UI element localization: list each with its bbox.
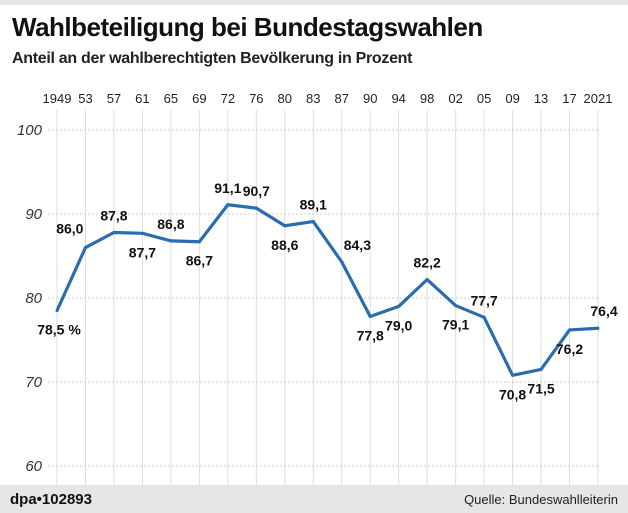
y-tick-label: 60 xyxy=(25,458,42,475)
x-tick-label: 80 xyxy=(278,91,292,106)
data-point xyxy=(596,326,600,330)
y-tick-label: 70 xyxy=(25,374,42,391)
data-point xyxy=(568,328,572,332)
data-point xyxy=(539,367,543,371)
data-point xyxy=(511,373,515,377)
data-label: 89,1 xyxy=(300,197,327,213)
data-label: 87,7 xyxy=(129,244,156,260)
data-label: 79,1 xyxy=(442,317,469,333)
x-tick-label: 02 xyxy=(448,91,462,106)
data-point xyxy=(425,278,429,282)
x-tick-label: 53 xyxy=(78,91,92,106)
data-point xyxy=(55,309,59,313)
x-tick-label: 65 xyxy=(164,91,178,106)
x-tick-label: 57 xyxy=(107,91,121,106)
x-tick-label: 09 xyxy=(505,91,519,106)
x-tick-label: 05 xyxy=(477,91,491,106)
x-tick-label: 87 xyxy=(335,91,349,106)
data-label: 86,8 xyxy=(157,216,184,232)
data-label: 77,8 xyxy=(357,327,384,343)
data-label: 91,1 xyxy=(214,180,241,196)
data-point xyxy=(283,224,287,228)
x-tick-label: 94 xyxy=(391,91,405,106)
x-tick-label: 72 xyxy=(221,91,235,106)
data-point xyxy=(169,239,173,243)
data-point xyxy=(397,304,401,308)
data-point xyxy=(226,203,230,207)
data-label: 86,0 xyxy=(56,221,83,237)
data-point xyxy=(368,314,372,318)
data-point xyxy=(340,260,344,264)
data-label: 86,7 xyxy=(186,253,213,269)
data-label: 88,6 xyxy=(271,237,298,253)
data-point xyxy=(482,315,486,319)
x-tick-label: 76 xyxy=(249,91,263,106)
source: Quelle: Bundeswahlleiterin xyxy=(464,492,618,507)
data-label: 76,4 xyxy=(590,303,617,319)
data-point xyxy=(454,304,458,308)
y-tick-label: 80 xyxy=(25,290,42,307)
x-tick-label: 1949 xyxy=(43,91,72,106)
x-tick-label: 90 xyxy=(363,91,377,106)
data-point xyxy=(112,230,116,234)
data-label: 87,8 xyxy=(100,207,127,223)
data-point xyxy=(197,240,201,244)
footer: dpa•102893 Quelle: Bundeswahlleiterin xyxy=(0,485,628,513)
x-tick-label: 61 xyxy=(135,91,149,106)
credit: dpa•102893 xyxy=(10,491,92,508)
chart-subtitle: Anteil an der wahlberechtigten Bevölkeru… xyxy=(12,50,413,67)
series-line xyxy=(55,203,599,377)
data-label: 90,7 xyxy=(243,183,270,199)
data-label: 77,7 xyxy=(470,292,497,308)
data-point xyxy=(140,231,144,235)
data-label: 70,8 xyxy=(499,386,526,402)
data-label: 79,0 xyxy=(385,317,412,333)
x-tick-label: 98 xyxy=(420,91,434,106)
data-label: 82,2 xyxy=(414,255,441,271)
data-point xyxy=(83,246,87,250)
y-tick-label: 100 xyxy=(17,122,43,139)
top-bar xyxy=(0,0,628,5)
x-tick-label: 2021 xyxy=(584,91,613,106)
x-tick-label: 17 xyxy=(562,91,576,106)
data-point xyxy=(311,220,315,224)
data-label: 71,5 xyxy=(527,380,554,396)
data-label: 78,5 % xyxy=(37,322,81,338)
x-tick-label: 13 xyxy=(534,91,548,106)
chart-title: Wahlbeteiligung bei Bundestagswahlen xyxy=(12,12,483,42)
x-tick-label: 83 xyxy=(306,91,320,106)
data-label: 76,2 xyxy=(556,341,583,357)
y-tick-label: 90 xyxy=(25,206,42,223)
x-tick-label: 69 xyxy=(192,91,206,106)
data-label: 84,3 xyxy=(344,237,371,253)
data-point xyxy=(254,206,258,210)
